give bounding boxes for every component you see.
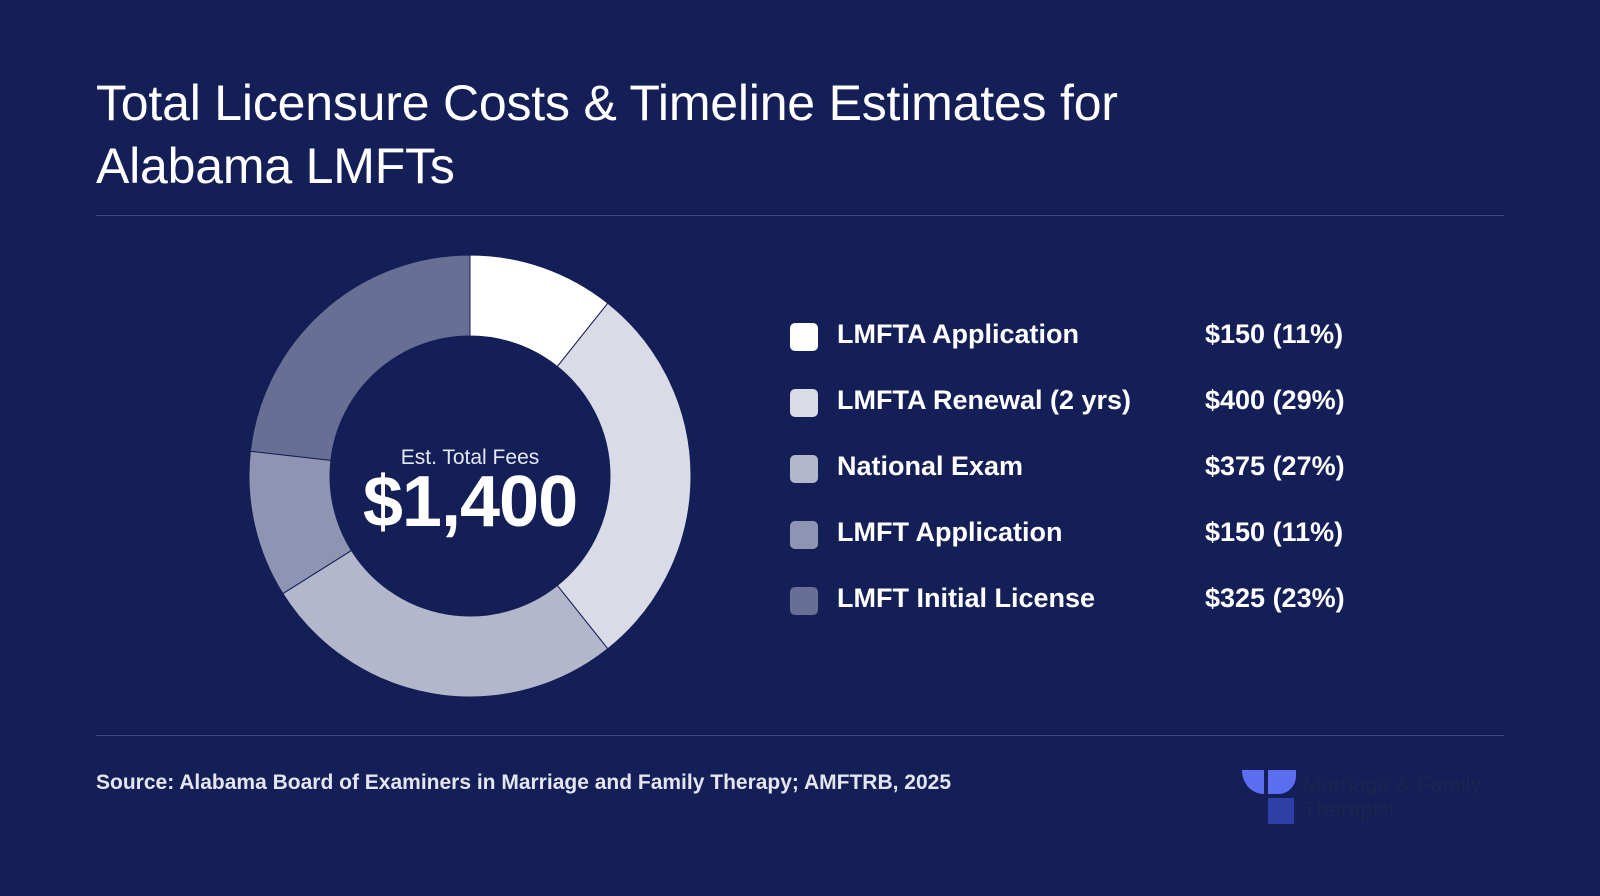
logo-shape-left — [1242, 770, 1264, 794]
legend-swatch — [790, 389, 818, 417]
legend-value: $325 (23%) — [1205, 583, 1345, 613]
logo-shape-stem — [1268, 798, 1294, 824]
legend-label: National Exam — [837, 451, 1024, 481]
brand-line-2: Therapist — [1303, 797, 1395, 822]
legend-label: LMFT Application — [837, 517, 1063, 547]
legend-item: LMFTA Renewal (2 yrs) $400 (29%) — [790, 376, 1390, 442]
brand-logo: Marriage & Family Therapist — [1242, 770, 1512, 824]
donut-center-value: $1,400 — [362, 462, 578, 542]
donut-slice-5 — [249, 254, 471, 461]
donut-slice-3 — [282, 549, 609, 698]
legend-value: $375 (27%) — [1205, 451, 1345, 481]
legend-label: LMFT Initial License — [837, 583, 1096, 613]
legend-item: National Exam $375 (27%) — [790, 442, 1390, 508]
logo-shape-right — [1268, 770, 1296, 794]
title-divider — [96, 215, 1504, 216]
chart-legend: LMFTA Application $150 (11%) LMFTA Renewal… — [790, 310, 1390, 640]
source-note: Source: Alabama Board of Examiners in Ma… — [96, 771, 952, 794]
legend-swatch — [790, 323, 818, 351]
legend-label: LMFTA Application — [837, 319, 1079, 349]
legend-value: $400 (29%) — [1205, 385, 1345, 415]
legend-swatch — [790, 587, 818, 615]
legend-swatch — [790, 521, 818, 549]
page-title: Total Licensure Costs & Timeline Estimat… — [96, 75, 1118, 194]
legend-item: LMFT Application $150 (11%) — [790, 508, 1390, 574]
legend-value: $150 (11%) — [1205, 517, 1344, 547]
legend-value: $150 (11%) — [1205, 319, 1344, 349]
mft-logo-icon — [1242, 770, 1296, 824]
legend-item: LMFT Initial License $325 (23%) — [790, 574, 1390, 640]
donut-center-label: Est. Total Fees — [400, 446, 540, 469]
legend-label: LMFTA Renewal (2 yrs) — [837, 385, 1132, 415]
donut-slice-2 — [556, 302, 692, 650]
footer-divider — [96, 735, 1504, 736]
legend-swatch — [790, 455, 818, 483]
brand-line-1: Marriage & Family — [1303, 772, 1482, 797]
donut-chart — [248, 254, 692, 698]
legend-item: LMFTA Application $150 (11%) — [790, 310, 1390, 376]
